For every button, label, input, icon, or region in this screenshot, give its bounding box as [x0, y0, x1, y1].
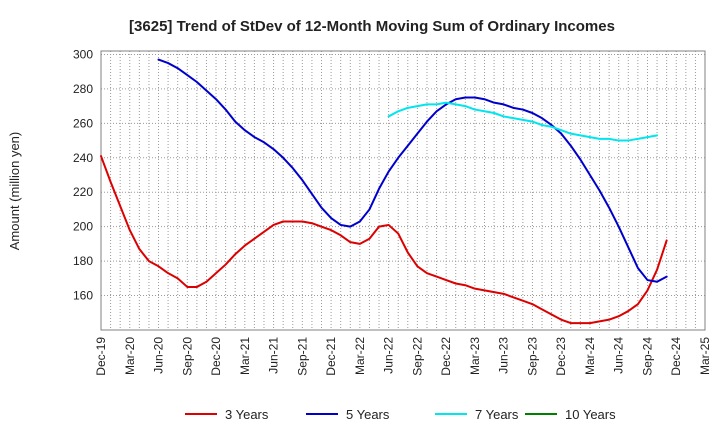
- x-tick-label: Sep-22: [410, 337, 424, 376]
- series-line-3-years: [100, 155, 668, 325]
- x-tick-label: Dec-19: [94, 337, 108, 376]
- x-tick-label: Dec-22: [439, 337, 453, 376]
- chart-title: [3625] Trend of StDev of 12-Month Moving…: [129, 18, 615, 35]
- x-tick-label: Dec-24: [669, 337, 683, 376]
- x-tick-label: Mar-21: [238, 337, 252, 375]
- y-tick-label: 260: [73, 116, 93, 130]
- x-tick-label: Dec-23: [554, 337, 568, 376]
- legend-label-7-years: 7 Years: [475, 407, 519, 422]
- y-tick-label: 160: [73, 289, 93, 303]
- legend: 3 Years 5 Years 7 Years 10 Years: [185, 407, 616, 422]
- x-tick-label: Jun-21: [267, 337, 281, 374]
- x-tick-label: Jun-22: [382, 337, 396, 374]
- series-line-5-years: [157, 58, 668, 283]
- grid-lines: [101, 51, 705, 330]
- x-tick-label: Mar-22: [353, 337, 367, 375]
- x-tick-label: Jun-23: [497, 337, 511, 374]
- y-tick-label: 220: [73, 185, 93, 199]
- y-axis-label: Amount (million yen): [7, 132, 22, 251]
- x-tick-label: Sep-24: [640, 337, 654, 376]
- y-tick-label: 240: [73, 151, 93, 165]
- x-tick-label: Jun-24: [612, 337, 626, 374]
- x-tick-label: Dec-21: [324, 337, 338, 376]
- x-tick-label: Sep-21: [295, 337, 309, 376]
- x-tick-label: Mar-20: [123, 337, 137, 375]
- y-tick-label: 300: [73, 47, 93, 61]
- x-tick-label: Mar-23: [468, 337, 482, 375]
- x-tick-label: Sep-23: [525, 337, 539, 376]
- x-axis-ticks: Dec-19 Mar-20 Jun-20 Sep-20 Dec-20 Mar-21 Jun-…: [94, 337, 712, 376]
- y-tick-label: 200: [73, 220, 93, 234]
- series-line-7-years: [387, 101, 659, 142]
- x-tick-label: Mar-25: [698, 337, 712, 375]
- x-tick-label: Sep-20: [180, 337, 194, 376]
- legend-label-5-years: 5 Years: [346, 407, 390, 422]
- legend-label-3-years: 3 Years: [225, 407, 269, 422]
- x-tick-label: Dec-20: [209, 337, 223, 376]
- legend-label-10-years: 10 Years: [565, 407, 616, 422]
- y-tick-label: 180: [73, 254, 93, 268]
- plot-area: [100, 50, 706, 331]
- x-tick-label: Jun-20: [152, 337, 166, 374]
- series-lines: [100, 58, 668, 325]
- y-axis-ticks: 160 180 200 220 240 260 280 300: [73, 47, 93, 302]
- y-tick-label: 280: [73, 82, 93, 96]
- x-tick-label: Mar-24: [583, 337, 597, 375]
